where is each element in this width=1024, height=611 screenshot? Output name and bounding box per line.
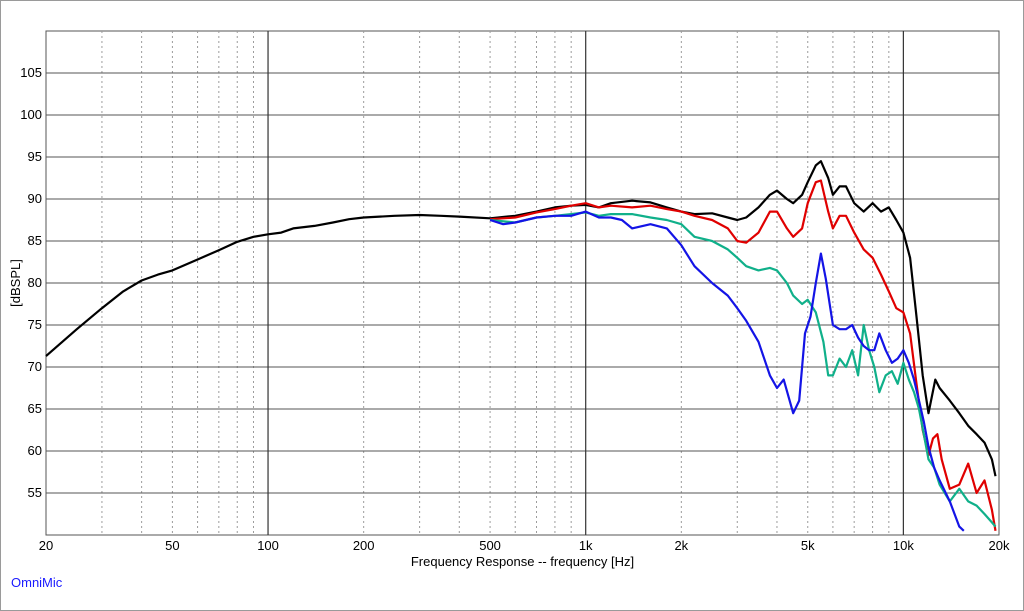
- minor-gridlines: [46, 31, 999, 535]
- y-tick-label: 85: [28, 233, 42, 248]
- y-tick-label: 55: [28, 485, 42, 500]
- y-tick-label: 90: [28, 191, 42, 206]
- y-tick-label: 75: [28, 317, 42, 332]
- brand-label: OmniMic: [11, 575, 63, 590]
- y-tick-label: 60: [28, 443, 42, 458]
- x-tick-label: 20: [39, 538, 53, 553]
- x-tick-label: 50: [165, 538, 179, 553]
- x-tick-label: 5k: [801, 538, 815, 553]
- tick-labels: 20 50 100 200 500 1k 2k 5k 10k 20k 55 60 65 70 75 80 85 9…: [20, 65, 1010, 553]
- major-gridlines: [267, 31, 904, 535]
- y-tick-label: 100: [20, 107, 42, 122]
- x-axis-label: Frequency Response -- frequency [Hz]: [411, 554, 634, 569]
- y-tick-label: 70: [28, 359, 42, 374]
- x-tick-label: 1k: [579, 538, 593, 553]
- x-tick-label: 2k: [674, 538, 688, 553]
- series-layer: [45, 160, 997, 532]
- x-tick-label: 200: [353, 538, 375, 553]
- x-tick-label: 100: [257, 538, 279, 553]
- x-tick-label: 20k: [989, 538, 1010, 553]
- y-tick-label: 105: [20, 65, 42, 80]
- x-tick-label: 500: [479, 538, 501, 553]
- x-tick-label: 10k: [893, 538, 914, 553]
- series-line-3: [489, 211, 997, 528]
- series-line-2: [490, 179, 997, 531]
- y-tick-label: 65: [28, 401, 42, 416]
- y-tick-label: 80: [28, 275, 42, 290]
- y-axis-label: [dBSPL]: [8, 259, 23, 307]
- series-line-1: [45, 160, 997, 477]
- series-line-4: [489, 210, 965, 532]
- y-tick-label: 95: [28, 149, 42, 164]
